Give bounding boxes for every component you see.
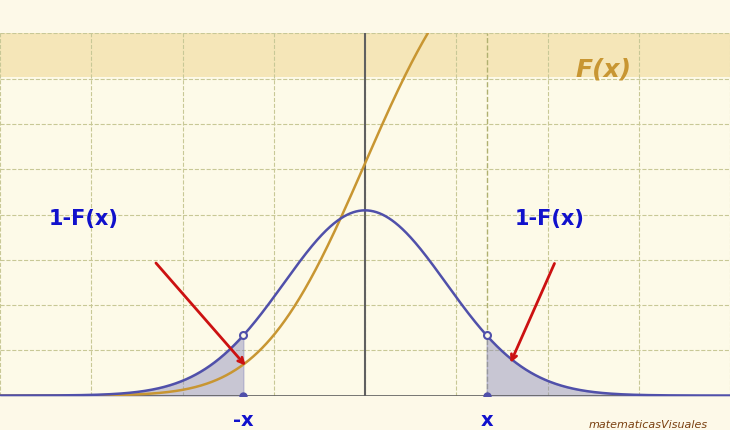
Bar [0, 34, 730, 78]
Text: 1-F(x): 1-F(x) [49, 208, 118, 228]
Text: 1-F(x): 1-F(x) [515, 208, 585, 228]
Text: x: x [480, 410, 493, 429]
Text: F(x): F(x) [576, 57, 632, 81]
Text: matematicasVisuales: matematicasVisuales [589, 418, 708, 429]
Text: -x: -x [233, 410, 253, 429]
